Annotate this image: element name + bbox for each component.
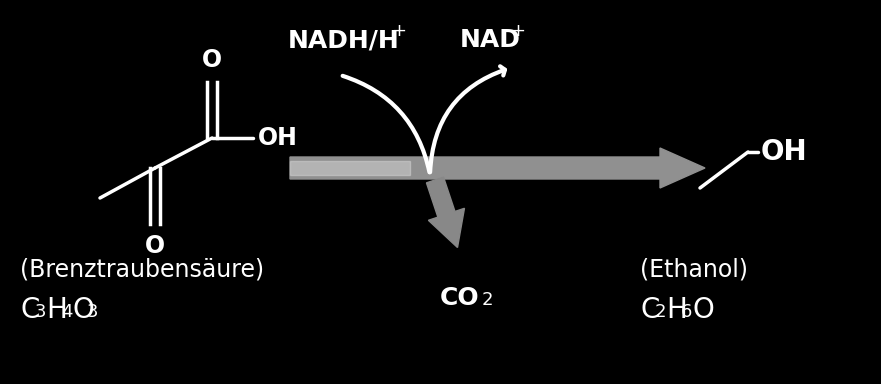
Text: 3: 3	[87, 303, 99, 321]
Text: 3: 3	[35, 303, 47, 321]
Text: (Brenztraubensäure): (Brenztraubensäure)	[20, 258, 264, 282]
Text: O: O	[145, 234, 165, 258]
Text: (Ethanol): (Ethanol)	[640, 258, 748, 282]
Text: CO: CO	[440, 286, 480, 310]
Text: H: H	[46, 296, 67, 324]
FancyArrow shape	[290, 148, 705, 188]
Text: O: O	[202, 48, 222, 72]
Text: 2: 2	[482, 291, 493, 309]
Text: O: O	[72, 296, 93, 324]
Text: O: O	[692, 296, 714, 324]
FancyArrow shape	[290, 161, 410, 175]
Text: 6: 6	[681, 303, 692, 321]
Text: NADH/H: NADH/H	[288, 28, 400, 52]
Text: NAD: NAD	[460, 28, 521, 52]
Text: +: +	[391, 22, 406, 40]
Text: +: +	[510, 22, 525, 40]
Text: C: C	[640, 296, 659, 324]
Text: OH: OH	[258, 126, 298, 150]
Text: 2: 2	[655, 303, 667, 321]
Text: H: H	[666, 296, 687, 324]
FancyArrow shape	[426, 177, 464, 248]
Text: OH: OH	[761, 138, 808, 166]
Text: C: C	[20, 296, 40, 324]
Text: 4: 4	[61, 303, 72, 321]
